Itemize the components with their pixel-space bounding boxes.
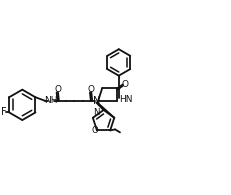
Text: O: O (121, 80, 128, 89)
Text: HN: HN (119, 95, 133, 104)
Text: N: N (93, 108, 100, 117)
Text: O: O (91, 126, 98, 135)
Text: NH: NH (44, 96, 58, 105)
Text: N: N (93, 96, 100, 106)
Text: O: O (54, 85, 61, 94)
Text: O: O (87, 85, 94, 94)
Text: F: F (1, 107, 6, 117)
